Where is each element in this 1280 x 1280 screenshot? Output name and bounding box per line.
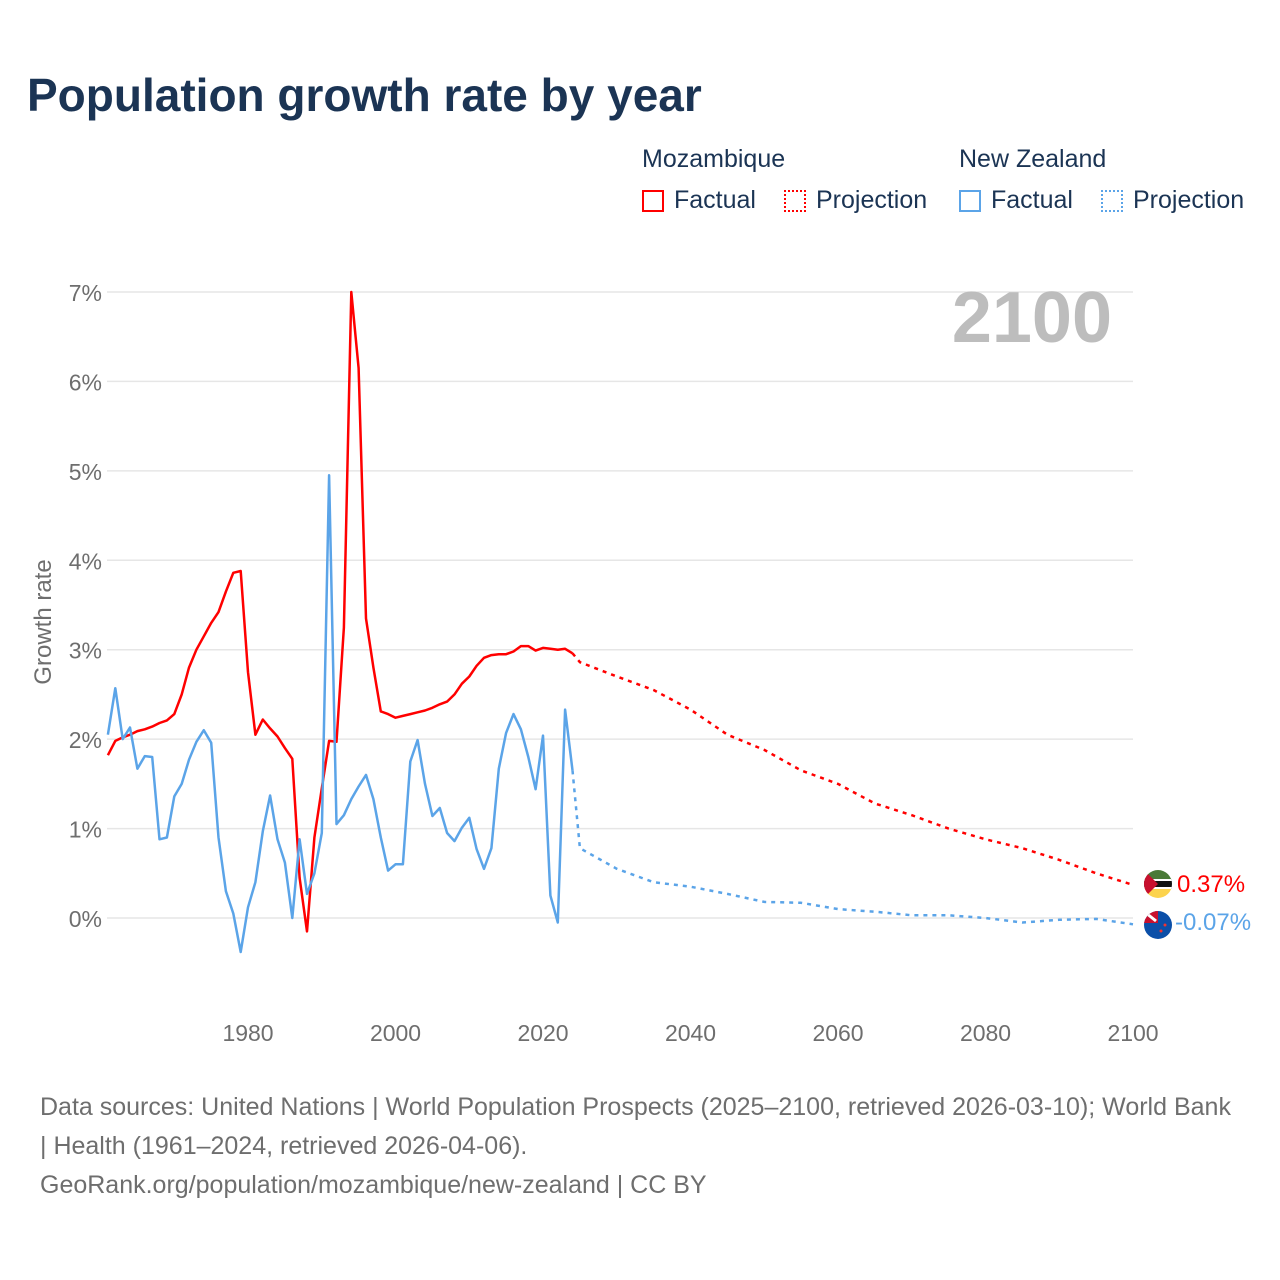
chart-title: Population growth rate by year <box>27 69 702 121</box>
mozambique-flag-icon <box>1144 870 1172 898</box>
legend-country: Mozambique <box>642 145 786 173</box>
x-tick-label: 2020 <box>517 1020 568 1046</box>
legend-factual[interactable]: Factual <box>991 186 1073 214</box>
x-tick-label: 2040 <box>665 1020 716 1046</box>
y-tick-label: 2% <box>69 727 102 753</box>
data-sources: Data sources: United Nations | World Pop… <box>40 1093 1231 1160</box>
new-zealand-flag-icon <box>1144 911 1172 939</box>
y-tick-label: 0% <box>69 906 102 932</box>
legend-mozambique: Mozambique Factual Projection <box>642 145 927 215</box>
mozambique-projection-line <box>571 652 1134 887</box>
new-zealand-projection-line <box>571 770 1134 926</box>
plot-area: 0% 1% 2% 3% 4% 5% 6% 7% 1980 2000 2020 2040 2060 2080… <box>30 278 1251 1046</box>
y-tick-label: 6% <box>69 369 102 395</box>
y-tick-label: 3% <box>69 638 102 664</box>
y-tick-label: 5% <box>69 459 102 485</box>
y-tick-label: 7% <box>69 280 102 306</box>
x-tick-label: 2100 <box>1107 1020 1158 1046</box>
legend-new-zealand: New Zealand Factual Projection <box>959 145 1244 215</box>
x-tick-label: 2000 <box>370 1020 421 1046</box>
source-url[interactable]: GeoRank.org/population/mozambique/new-ze… <box>40 1171 707 1199</box>
factual-swatch <box>959 189 981 212</box>
new-zealand-end-label: -0.07% <box>1175 909 1251 936</box>
y-axis-label: Growth rate <box>30 559 57 684</box>
mozambique-end-label: 0.37% <box>1177 871 1245 898</box>
x-tick-label: 1980 <box>222 1020 273 1046</box>
new-zealand-factual-line <box>106 474 574 954</box>
x-tick-label: 2060 <box>812 1020 863 1046</box>
projection-swatch <box>1100 189 1123 212</box>
year-watermark: 2100 <box>952 278 1112 358</box>
legend-projection[interactable]: Projection <box>815 186 928 214</box>
x-tick-label: 2080 <box>960 1020 1011 1046</box>
factual-swatch <box>642 189 664 212</box>
legend-projection[interactable]: Projection <box>1132 186 1245 214</box>
legend-country: New Zealand <box>959 145 1107 173</box>
y-tick-label: 1% <box>69 817 102 843</box>
projection-swatch <box>783 189 806 212</box>
footer: Data sources: United Nations | World Pop… <box>40 1088 1240 1205</box>
legend-factual[interactable]: Factual <box>674 186 756 214</box>
y-tick-label: 4% <box>69 548 102 574</box>
mozambique-factual-line <box>106 290 574 933</box>
